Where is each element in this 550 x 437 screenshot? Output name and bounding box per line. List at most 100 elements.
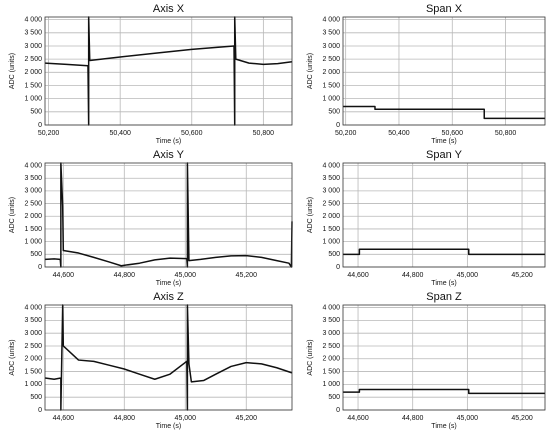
data-line xyxy=(343,388,545,395)
x-tick-label: 45,200 xyxy=(511,272,533,279)
x-tick-label: 44,800 xyxy=(114,272,136,279)
y-tick-label: 3 000 xyxy=(24,188,42,195)
y-tick-label: 3 000 xyxy=(322,330,340,337)
x-axis-label: Time (s) xyxy=(431,138,456,145)
y-tick-label: 2 000 xyxy=(24,356,42,363)
plot-area xyxy=(45,305,292,410)
y-tick-label: 2 000 xyxy=(322,69,340,76)
x-tick-label: 44,800 xyxy=(402,272,424,279)
x-axis-label: Time (s) xyxy=(431,280,456,287)
chart-title: Axis Z xyxy=(153,291,184,303)
x-tick-label: 45,000 xyxy=(175,415,197,422)
y-tick-label: 0 xyxy=(38,122,42,129)
y-tick-label: 3 500 xyxy=(322,317,340,324)
y-tick-label: 2 500 xyxy=(322,56,340,63)
y-tick-label: 1 000 xyxy=(24,238,42,245)
y-tick-label: 0 xyxy=(336,407,340,414)
x-tick-label: 50,400 xyxy=(388,130,410,137)
x-tick-label: 50,600 xyxy=(181,130,203,137)
y-tick-label: 1 500 xyxy=(322,82,340,89)
y-tick-label: 2 500 xyxy=(24,56,42,63)
x-axis-label: Time (s) xyxy=(156,280,181,287)
y-tick-label: 1 000 xyxy=(322,381,340,388)
y-tick-label: 3 000 xyxy=(322,43,340,50)
y-tick-label: 4 000 xyxy=(322,304,340,311)
y-axis-label: ADC (units) xyxy=(307,339,314,375)
y-tick-label: 4 000 xyxy=(24,304,42,311)
y-tick-label: 2 500 xyxy=(24,343,42,350)
plot-frame xyxy=(342,16,546,126)
y-tick-label: 3 000 xyxy=(24,330,42,337)
y-tick-label: 2 000 xyxy=(322,356,340,363)
y-tick-label: 500 xyxy=(30,251,42,258)
x-tick-label: 45,200 xyxy=(236,272,258,279)
y-tick-label: 1 000 xyxy=(24,96,42,103)
plot-frame xyxy=(44,16,293,126)
x-tick-label: 50,600 xyxy=(442,130,464,137)
x-tick-label: 50,200 xyxy=(38,130,60,137)
y-axis-label: ADC (units) xyxy=(307,197,314,233)
y-tick-label: 1 000 xyxy=(322,96,340,103)
y-tick-label: 3 500 xyxy=(322,30,340,37)
y-tick-label: 1 000 xyxy=(24,381,42,388)
y-tick-label: 4 000 xyxy=(24,162,42,169)
y-tick-label: 1 500 xyxy=(24,368,42,375)
x-tick-label: 45,000 xyxy=(457,272,479,279)
y-tick-label: 1 500 xyxy=(322,368,340,375)
y-tick-label: 0 xyxy=(336,122,340,129)
y-tick-label: 2 000 xyxy=(24,213,42,220)
data-line xyxy=(44,162,293,268)
plot-area xyxy=(45,17,292,125)
plot-area xyxy=(343,305,545,410)
y-tick-label: 2 000 xyxy=(322,213,340,220)
chart-title: Axis X xyxy=(153,3,185,15)
x-tick-label: 50,800 xyxy=(495,130,517,137)
chart-title: Span Z xyxy=(426,291,462,303)
y-tick-label: 500 xyxy=(30,394,42,401)
y-tick-label: 2 500 xyxy=(24,200,42,207)
y-tick-label: 4 000 xyxy=(322,162,340,169)
y-tick-label: 500 xyxy=(30,109,42,116)
plot-area xyxy=(45,163,292,267)
y-tick-label: 3 500 xyxy=(24,30,42,37)
y-tick-label: 2 000 xyxy=(24,69,42,76)
y-tick-label: 500 xyxy=(328,109,340,116)
plot-frame xyxy=(342,162,546,268)
y-tick-label: 2 500 xyxy=(322,343,340,350)
chart-title: Axis Y xyxy=(153,149,185,161)
y-tick-label: 1 500 xyxy=(322,226,340,233)
y-axis-label: ADC (units) xyxy=(9,53,16,89)
y-axis-label: ADC (units) xyxy=(9,197,16,233)
y-tick-label: 500 xyxy=(328,251,340,258)
y-tick-label: 0 xyxy=(38,407,42,414)
y-axis-label: ADC (units) xyxy=(307,53,314,89)
plot-frame xyxy=(44,162,293,268)
data-line xyxy=(343,105,545,120)
chart-title: Span Y xyxy=(426,149,463,161)
chart-title: Span X xyxy=(426,3,463,15)
y-tick-label: 4 000 xyxy=(322,16,340,23)
x-tick-label: 45,000 xyxy=(457,415,479,422)
x-axis-label: Time (s) xyxy=(156,138,181,145)
x-tick-label: 44,600 xyxy=(53,272,75,279)
y-tick-label: 0 xyxy=(336,264,340,271)
x-axis-label: Time (s) xyxy=(431,423,456,430)
y-tick-label: 1 000 xyxy=(322,238,340,245)
y-tick-label: 3 000 xyxy=(322,188,340,195)
data-line xyxy=(343,248,545,256)
x-tick-label: 44,800 xyxy=(402,415,424,422)
y-tick-label: 3 000 xyxy=(24,43,42,50)
y-tick-label: 0 xyxy=(38,264,42,271)
x-tick-label: 50,800 xyxy=(253,130,275,137)
x-tick-label: 44,800 xyxy=(114,415,136,422)
y-tick-label: 3 500 xyxy=(322,175,340,182)
y-axis-label: ADC (units) xyxy=(9,339,16,375)
x-tick-label: 45,200 xyxy=(511,415,533,422)
y-tick-label: 2 500 xyxy=(322,200,340,207)
plot-frame xyxy=(342,304,546,411)
x-tick-label: 44,600 xyxy=(347,415,369,422)
data-line xyxy=(44,16,293,126)
y-tick-label: 1 500 xyxy=(24,226,42,233)
x-tick-label: 45,000 xyxy=(175,272,197,279)
